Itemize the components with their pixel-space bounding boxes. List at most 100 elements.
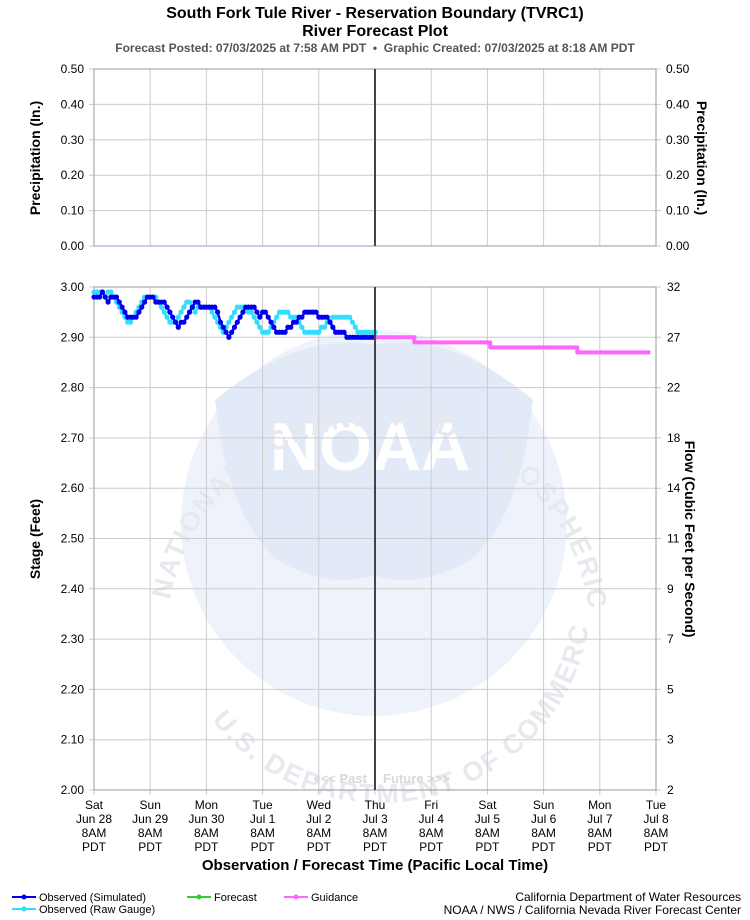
observed-raw-gauge-point (257, 324, 263, 330)
observed-simulated-point (257, 314, 263, 320)
observed-raw-gauge-point (186, 299, 193, 305)
observed-raw-gauge-point (231, 309, 238, 315)
observed-simulated-point (324, 314, 330, 320)
legend-label: Observed (Raw Gauge) (39, 904, 155, 916)
flow-y-tick-label-right: 22 (667, 381, 681, 395)
precip-y-tick-label: 0.20 (61, 168, 85, 182)
observed-simulated-point (119, 304, 125, 310)
observed-simulated-point (141, 299, 148, 305)
observed-simulated-point (184, 314, 190, 320)
observed-simulated-point (234, 319, 240, 325)
legend-item-observed-simulated: Observed (Simulated) (12, 892, 146, 904)
observed-simulated-point (186, 309, 193, 315)
stage-y-tick-label: 2.30 (61, 632, 85, 646)
observed-simulated-point (282, 329, 288, 335)
precip-y-tick-label: 0.40 (61, 97, 85, 111)
legend-label: Guidance (311, 892, 358, 904)
stage-y-tick-label: 2.00 (61, 783, 85, 797)
observed-raw-gauge-point (229, 314, 235, 320)
past-label: <<< Past (313, 771, 368, 786)
observed-raw-gauge-point (274, 314, 280, 320)
observed-raw-gauge-point (316, 329, 322, 335)
legend-item-observed-raw-gauge: Observed (Raw Gauge) (12, 904, 155, 916)
flow-y-tick-label-right: 9 (667, 582, 674, 596)
observed-raw-gauge-point (164, 314, 170, 320)
legend-swatch-marker (293, 894, 299, 900)
noaa-watermark-logo: NOAA (270, 409, 470, 485)
observed-simulated-point (136, 309, 142, 315)
x-tick-label: Mon Jul 7 8AM PDT (587, 798, 613, 854)
observed-simulated-point (251, 304, 257, 310)
observed-simulated-point (113, 294, 120, 300)
observed-simulated-point (167, 309, 173, 315)
observed-simulated-point (265, 314, 271, 320)
flow-y-tick-label-right: 18 (667, 431, 681, 445)
flow-y-tick-label-right: 32 (667, 280, 681, 294)
observed-simulated-point (175, 324, 181, 330)
observed-raw-gauge-point (248, 309, 254, 315)
time-x-ticks: Sat Jun 28 8AM PDT Sun Jun 29 8AM PDT Mon Jun 30 8… (76, 798, 669, 854)
chart-subtitle: River Forecast Plot (302, 23, 449, 40)
observed-simulated-point (229, 329, 235, 335)
precip-y-tick-label: 0.00 (61, 239, 85, 253)
observed-raw-gauge-point (127, 319, 134, 325)
observed-simulated-point (189, 304, 195, 310)
observed-raw-gauge-point (254, 319, 260, 325)
flow-y-tick-label-right: 2 (667, 783, 674, 797)
observed-raw-gauge-point (321, 324, 328, 330)
legend-swatch-marker (21, 894, 27, 900)
stage-y-tick-label: 3.00 (61, 280, 85, 294)
x-axis-label: Observation / Forecast Time (Pacific Loc… (202, 857, 548, 874)
flow-y-axis-label: Flow (Cubic Feet per Second) (682, 441, 698, 638)
precip-y-tick-label-right: 0.30 (666, 133, 690, 147)
observed-raw-gauge-point (352, 324, 358, 330)
observed-simulated-point (105, 299, 111, 305)
observed-raw-gauge-point (158, 304, 165, 310)
observed-simulated-point (164, 304, 170, 310)
observed-simulated-point (116, 299, 122, 305)
observed-simulated-point (299, 314, 305, 320)
observed-simulated-point (161, 299, 167, 305)
x-tick-label: Wed Jul 2 8AM PDT (306, 798, 332, 854)
observed-raw-gauge-point (192, 309, 198, 315)
legend-item-guidance: Guidance (284, 892, 358, 904)
flow-y-tick-label-right: 7 (667, 632, 674, 646)
precip-y-tick-label-right: 0.00 (666, 239, 690, 253)
forecast-posted-line: Forecast Posted: 07/03/2025 at 7:58 AM P… (115, 41, 635, 55)
x-tick-label: Thu Jul 3 8AM PDT (362, 798, 388, 854)
x-tick-label: Fri Jul 4 8AM PDT (419, 798, 445, 854)
flow-y-tick-label-right: 11 (667, 532, 680, 546)
precip-y-axis-label: Precipitation (In.) (27, 101, 43, 215)
x-tick-label: Sun Jul 6 8AM PDT (531, 798, 557, 854)
guidance-line (375, 335, 651, 355)
x-tick-label: Tue Jul 1 8AM PDT (250, 798, 276, 854)
flow-y-tick-label-right: 14 (667, 481, 681, 495)
observed-simulated-point (150, 294, 156, 300)
stage-y-tick-label: 2.80 (61, 381, 85, 395)
observed-simulated-point (313, 309, 319, 315)
observed-simulated-point (293, 319, 299, 325)
x-tick-label: Sat Jul 5 8AM PDT (475, 798, 501, 854)
flow-y-ticks-right: 2 3 5 7 9 11 14 18 22 27 32 (667, 280, 681, 797)
observed-raw-gauge-point (299, 324, 305, 330)
legend-item-forecast: Forecast (187, 892, 257, 904)
x-tick-label: Sat Jun 28 8AM PDT (76, 798, 112, 854)
observed-raw-gauge-point (178, 309, 184, 315)
observed-simulated-point (97, 294, 103, 300)
observed-simulated-point (330, 324, 336, 330)
observed-simulated-point (172, 319, 179, 325)
legend-label: Forecast (214, 892, 257, 904)
observed-simulated-point (268, 319, 274, 325)
footer-center: NOAA / NWS / California Nevada River For… (444, 903, 741, 917)
flow-y-tick-label-right: 3 (667, 733, 674, 747)
stage-y-tick-label: 2.40 (61, 582, 85, 596)
observed-simulated-point (223, 329, 229, 335)
observed-simulated-point (231, 324, 238, 330)
observed-simulated-point (133, 314, 139, 320)
x-tick-label: Mon Jun 30 8AM PDT (188, 798, 224, 854)
observed-raw-gauge-point (349, 319, 356, 325)
observed-simulated-point (226, 334, 232, 340)
stage-y-axis-label: Stage (Feet) (27, 499, 43, 579)
observed-raw-gauge-point (347, 314, 353, 320)
